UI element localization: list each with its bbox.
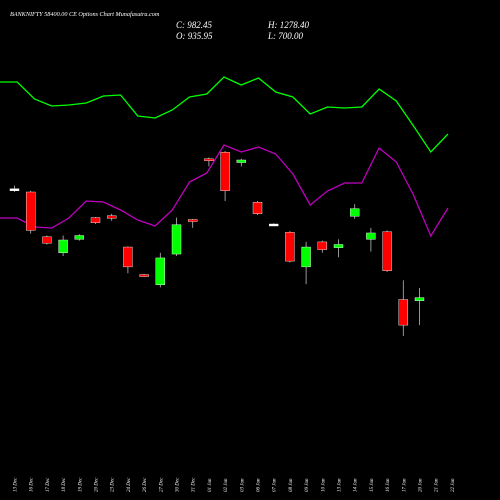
x-tick-label: 07 Jan <box>273 478 278 492</box>
high-price-label: H: 1278.40 <box>267 20 309 30</box>
lower-indicator-line <box>0 144 449 238</box>
candle <box>90 216 101 224</box>
candle-body <box>106 215 117 219</box>
x-tick-label: 02 Jan <box>224 478 229 492</box>
x-tick-label: 19 Dec <box>78 477 83 492</box>
chart-title: BANKNIFTY 58400.00 CE Options Chart Muna… <box>10 11 160 18</box>
candle <box>236 158 247 167</box>
x-axis-labels: 13 Dec 16 Dec 17 Dec 18 Dec 19 Dec 20 Dec 23 D… <box>14 477 456 492</box>
x-tick-label: 09 Jan <box>305 478 310 492</box>
x-tick-label: 20 Jan <box>419 478 424 492</box>
x-tick-label: 08 Jan <box>289 478 294 492</box>
candle-body <box>366 232 376 240</box>
candle-body <box>301 246 311 268</box>
x-tick-label: 13 Jan <box>338 478 343 492</box>
candle-body <box>42 236 52 244</box>
candle <box>171 217 182 256</box>
x-tick-label: 15 Jan <box>370 478 375 492</box>
candle <box>123 246 133 274</box>
candle-body <box>171 224 182 255</box>
candle-body <box>269 223 279 227</box>
x-tick-label: 22 Jan <box>451 478 456 492</box>
candle <box>42 235 52 245</box>
candle-body <box>333 244 344 248</box>
candle <box>317 240 327 253</box>
candle-body <box>74 235 85 240</box>
x-tick-label: 18 Dec <box>62 477 67 492</box>
x-tick-label: 01 Jan <box>208 478 213 492</box>
candle <box>187 218 198 228</box>
candle-body <box>58 239 68 254</box>
x-tick-label: 06 Jan <box>257 478 262 492</box>
candle <box>252 200 263 216</box>
candle <box>301 241 311 285</box>
indicator-lines <box>0 76 449 238</box>
candle <box>382 230 392 272</box>
candle <box>204 157 214 167</box>
candle-body <box>155 257 166 286</box>
candle <box>26 190 36 234</box>
candle-body <box>252 202 263 214</box>
x-tick-label: 14 Jan <box>354 478 359 492</box>
candle-body <box>187 219 198 222</box>
x-tick-label: 21 Jan <box>435 478 440 492</box>
x-tick-label: 13 Dec <box>14 477 19 492</box>
candle-body <box>139 274 149 277</box>
low-price-label: L: 700.00 <box>267 31 304 41</box>
candle-body <box>398 299 408 326</box>
candle <box>333 239 344 258</box>
x-tick-label: 20 Dec <box>95 477 100 492</box>
x-tick-label: 17 Dec <box>46 477 51 492</box>
candle <box>269 223 279 227</box>
candle-body <box>285 232 295 262</box>
candle-body <box>317 241 327 250</box>
candle <box>74 234 85 241</box>
candle-body <box>350 208 360 217</box>
candles-group <box>9 151 425 336</box>
candle <box>9 185 20 192</box>
candle-body <box>9 188 20 192</box>
candle-body <box>382 231 392 271</box>
x-tick-label: 17 Jan <box>402 478 407 492</box>
candle <box>155 252 166 288</box>
open-price-label: O: 935.95 <box>176 31 213 41</box>
candle-body <box>204 158 214 161</box>
candle-body <box>123 246 133 268</box>
candle <box>414 288 425 326</box>
candle-body <box>26 191 36 231</box>
candle <box>139 273 149 278</box>
x-tick-label: 26 Dec <box>143 477 148 492</box>
x-tick-label: 24 Dec <box>127 477 132 492</box>
x-tick-label: 03 Jan <box>240 478 245 492</box>
x-tick-label: 10 Jan <box>321 478 326 492</box>
candle <box>398 280 408 336</box>
candle-body <box>220 152 230 191</box>
candle-body <box>90 217 101 223</box>
candle <box>366 227 376 252</box>
candle-body <box>236 159 247 163</box>
upper-indicator-line <box>0 76 449 154</box>
candle <box>58 235 68 256</box>
close-price-label: C: 982.45 <box>176 20 213 30</box>
x-tick-label: 23 Dec <box>111 477 116 492</box>
candle <box>285 231 295 263</box>
x-tick-label: 30 Dec <box>176 477 181 492</box>
x-tick-label: 31 Dec <box>192 477 197 492</box>
x-tick-label: 16 Jan <box>386 478 391 492</box>
candle <box>350 204 360 219</box>
candle <box>220 151 230 201</box>
x-tick-label: 16 Dec <box>30 477 35 492</box>
candle <box>106 213 117 221</box>
x-tick-label: 27 Dec <box>159 477 164 492</box>
candle-body <box>414 297 425 302</box>
